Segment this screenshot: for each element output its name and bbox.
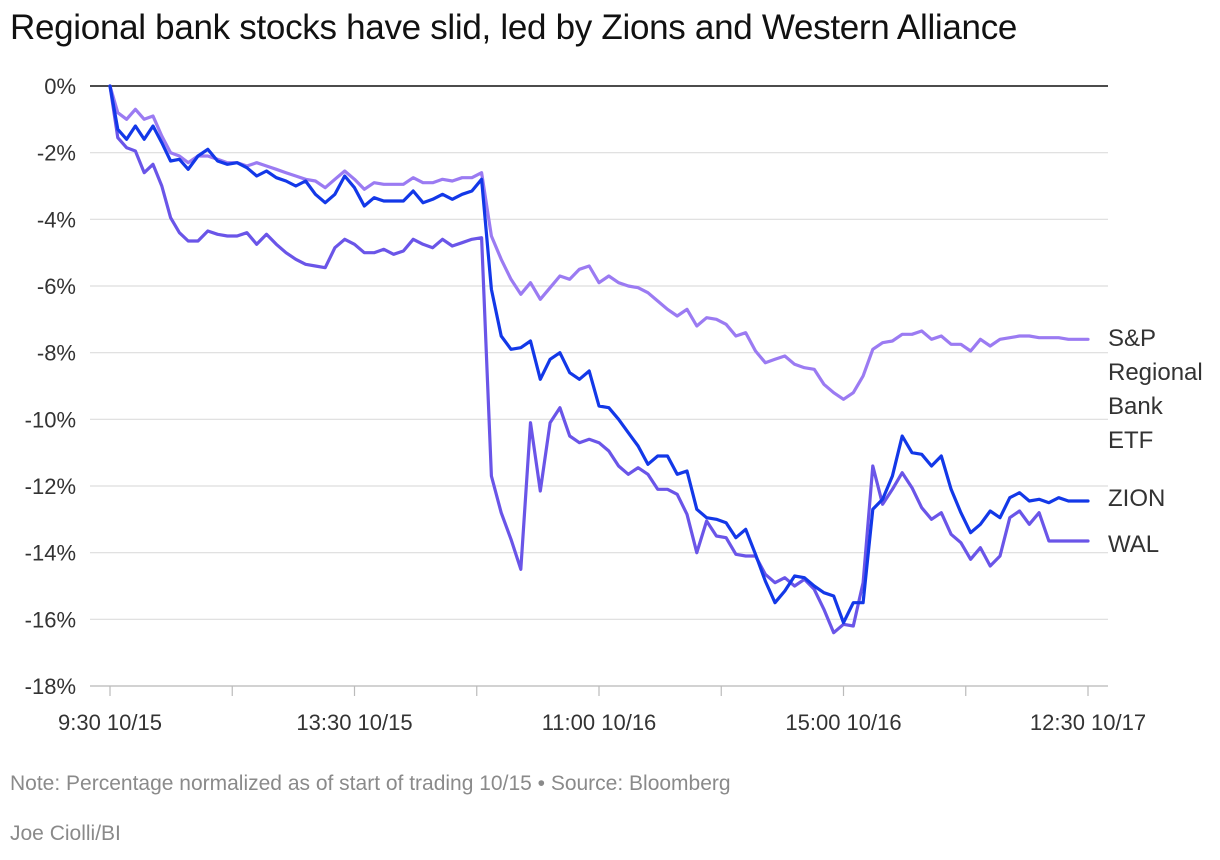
x-tick-label: 12:30 10/17	[1030, 710, 1146, 735]
y-tick-label: -18%	[25, 674, 76, 699]
x-tick-label: 13:30 10/15	[296, 710, 412, 735]
series-line-wal	[108, 84, 1090, 635]
y-tick-label: -10%	[25, 407, 76, 432]
series-lines	[108, 84, 1090, 635]
series-label-zion: ZION	[1108, 485, 1165, 512]
series-label-s-p-regional-bank-etf: S&P Regional Bank ETF	[1108, 325, 1203, 454]
y-tick-label: -14%	[25, 541, 76, 566]
chart-title: Regional bank stocks have slid, led by Z…	[10, 8, 1018, 47]
x-tick-label: 9:30 10/15	[58, 710, 162, 735]
chart-credit: Joe Ciolli/BI	[10, 822, 121, 845]
y-tick-label: -16%	[25, 607, 76, 632]
grid-lines	[90, 85, 1108, 687]
y-tick-label: -12%	[25, 474, 76, 499]
y-axis: 0% -2% -4% -6% -8% -10% -12% -14% -16% -18%	[25, 74, 76, 699]
series-label-wal: WAL	[1108, 531, 1159, 558]
x-tick-label: 15:00 10/16	[785, 710, 901, 735]
x-axis: 9:30 10/15 13:30 10/15 11:00 10/16 15:00 10…	[58, 685, 1146, 735]
series-line-zion	[108, 84, 1090, 625]
y-tick-label: -4%	[37, 207, 76, 232]
series-line-s-p-regional-bank-etf	[108, 84, 1090, 401]
y-tick-label: -2%	[37, 141, 76, 166]
y-tick-label: -8%	[37, 341, 76, 366]
series-labels: S&P Regional Bank ETF ZION WAL	[1108, 325, 1203, 558]
y-tick-label: -6%	[37, 274, 76, 299]
y-tick-label: 0%	[44, 74, 76, 99]
chart-note: Note: Percentage normalized as of start …	[10, 772, 731, 795]
x-tick-label: 11:00 10/16	[542, 710, 657, 735]
